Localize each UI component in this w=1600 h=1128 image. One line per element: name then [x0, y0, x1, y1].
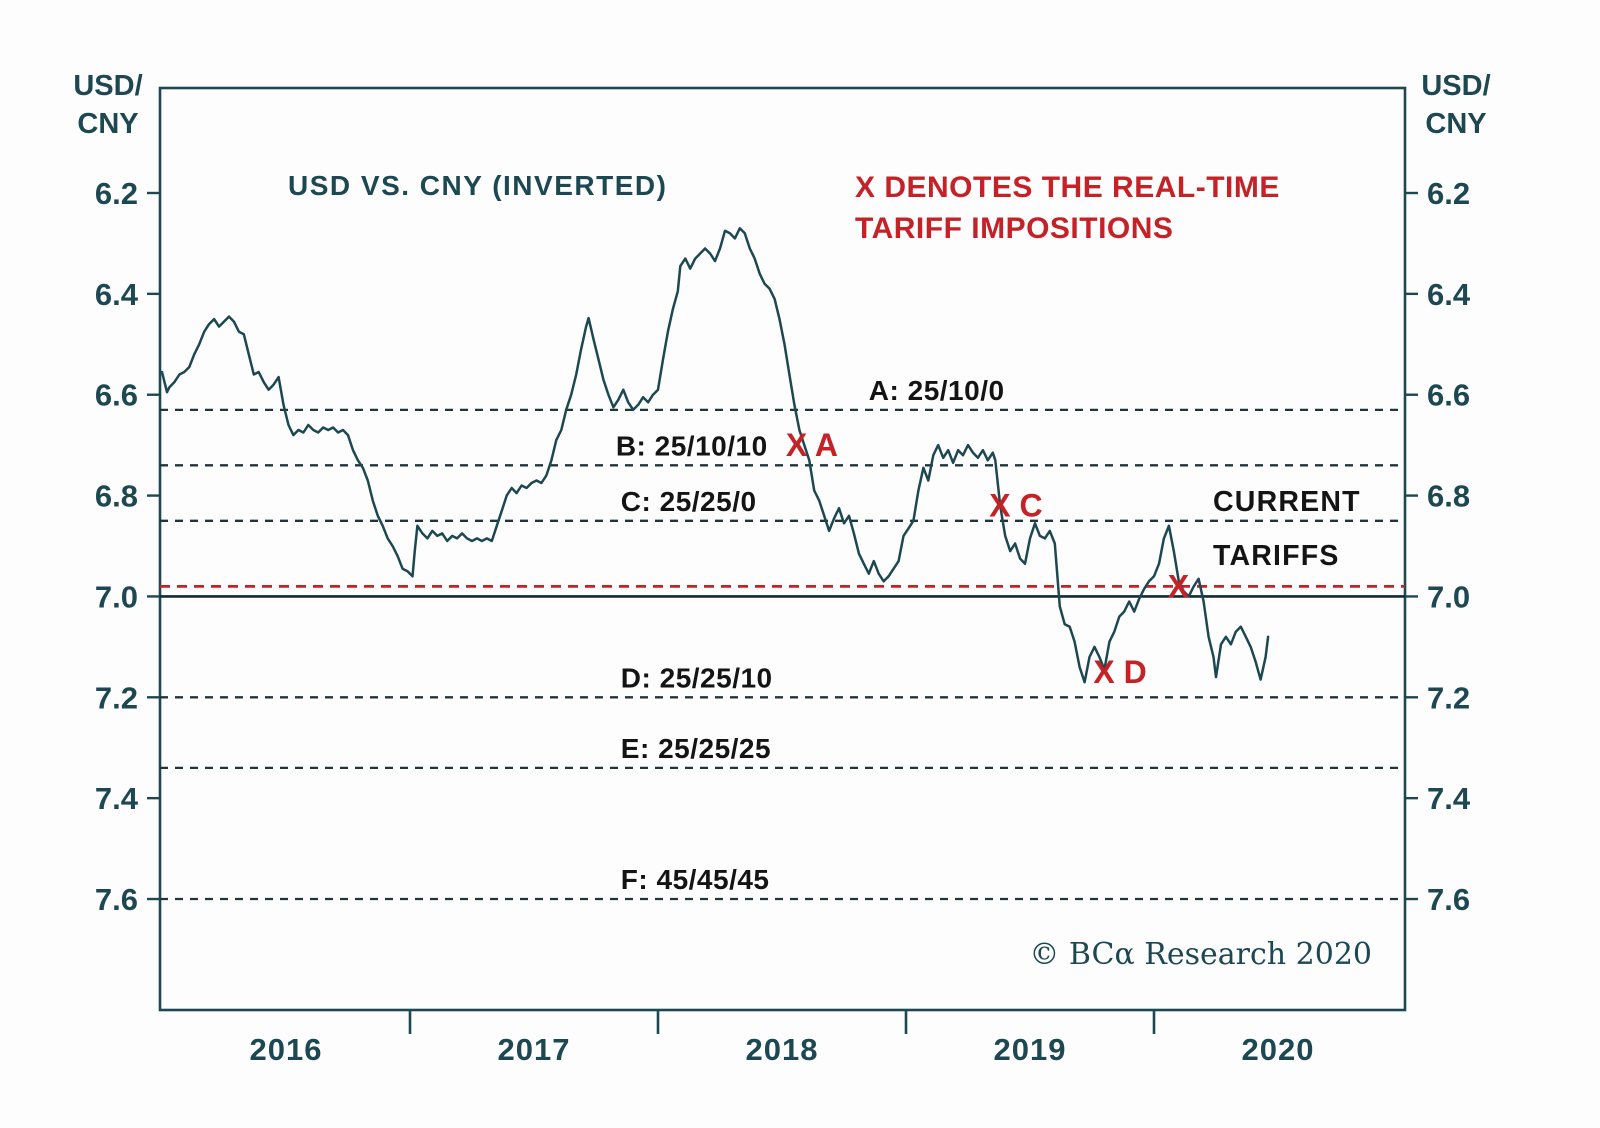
refline-label-D: D: 25/25/10 — [621, 662, 773, 693]
y-tick-label-left: 7.2 — [95, 680, 138, 715]
y-tick-label-left: 6.6 — [95, 378, 138, 413]
y-tick-label-right: 7.2 — [1427, 680, 1470, 715]
tariff-marker-3: X D — [1093, 654, 1146, 690]
y-tick-label-right: 6.8 — [1427, 479, 1470, 514]
tariff-marker-4: X — [1168, 568, 1190, 604]
y-axis-unit-left-line2: CNY — [77, 108, 138, 140]
refline-label-E: E: 25/25/25 — [621, 733, 771, 764]
y-axis-unit-right-line1: USD/ — [1421, 70, 1490, 102]
current-tariffs-label-line1: CURRENT — [1213, 486, 1361, 518]
chart-title: USD VS. CNY (INVERTED) — [288, 170, 667, 201]
y-tick-label-left: 7.0 — [95, 579, 138, 614]
tariff-marker-1: X A — [786, 427, 838, 463]
y-tick-label-left: 7.4 — [95, 781, 139, 816]
y-axis-unit-left-line1: USD/ — [73, 70, 142, 102]
y-tick-label-left: 6.8 — [95, 479, 138, 514]
y-tick-label-right: 7.4 — [1427, 781, 1471, 816]
x-year-label: 2018 — [746, 1032, 819, 1067]
refline-label-A: A: 25/10/0 — [869, 375, 1005, 406]
x-year-label: 2019 — [994, 1032, 1067, 1067]
x-year-label: 2016 — [250, 1032, 323, 1067]
y-tick-label-left: 6.4 — [95, 277, 139, 312]
x-year-label: 2020 — [1242, 1032, 1315, 1067]
y-tick-label-left: 6.2 — [95, 176, 138, 211]
y-tick-label-right: 7.0 — [1427, 579, 1470, 614]
refline-label-C: C: 25/25/0 — [621, 486, 757, 517]
plot-frame — [158, 86, 1407, 1012]
usdcny-series-line — [160, 227, 1270, 684]
y-tick-label-left: 7.6 — [95, 882, 138, 917]
red-annotation-line1: X DENOTES THE REAL-TIME — [855, 171, 1280, 204]
red-annotation-line2: TARIFF IMPOSITIONS — [855, 212, 1173, 245]
x-year-label: 2017 — [498, 1032, 571, 1067]
y-axis-unit-right-line2: CNY — [1425, 108, 1486, 140]
y-tick-label-right: 7.6 — [1427, 882, 1470, 917]
copyright-text: © BCα Research 2020 — [1029, 937, 1372, 972]
refline-label-B: B: 25/10/10 — [616, 430, 768, 461]
current-tariffs-label-line2: TARIFFS — [1213, 540, 1340, 572]
refline-label-F: F: 45/45/45 — [621, 864, 770, 895]
tariff-marker-2: X C — [989, 488, 1042, 524]
y-tick-label-right: 6.4 — [1427, 277, 1471, 312]
y-tick-label-right: 6.6 — [1427, 378, 1470, 413]
y-tick-label-right: 6.2 — [1427, 176, 1470, 211]
